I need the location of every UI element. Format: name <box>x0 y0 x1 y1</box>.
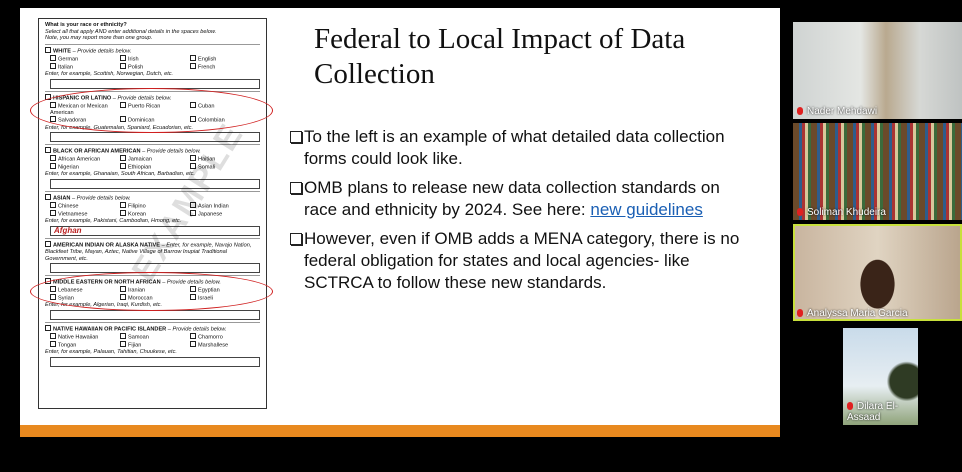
slide-title: Federal to Local Impact of Data Collecti… <box>314 22 694 92</box>
entry-box[interactable] <box>50 357 260 367</box>
form-image: What is your race or ethnicity? Select a… <box>38 18 267 409</box>
entry-box[interactable] <box>50 310 260 320</box>
checkbox-option[interactable]: Vietnamese <box>50 210 120 218</box>
section-header: NATIVE HAWAIIAN OR PACIFIC ISLANDER – Pr… <box>45 325 260 333</box>
video-tile[interactable]: Soliman Khudeira <box>793 123 962 220</box>
bullet-text: However, even if OMB adds a MENA categor… <box>304 229 739 292</box>
checkbox-option[interactable]: Jamaican <box>120 155 190 163</box>
checkbox-option[interactable]: German <box>50 55 120 63</box>
checkbox-option[interactable]: Nigerian <box>50 163 120 171</box>
bullet: OMB plans to release new data collection… <box>290 177 750 221</box>
video-tile[interactable]: Analyssa Maria Garcia <box>793 224 962 321</box>
checkbox-option[interactable]: Irish <box>120 55 190 63</box>
bullet-list: To the left is an example of what detail… <box>290 126 750 301</box>
bullet: To the left is an example of what detail… <box>290 126 750 170</box>
entry-box[interactable] <box>50 179 260 189</box>
zoom-screen: What is your race or ethnicity? Select a… <box>0 0 962 472</box>
section-header: WHITE – Provide details below. <box>45 47 260 55</box>
checkbox-option[interactable]: Samoan <box>120 333 190 341</box>
checkbox-option[interactable]: Tongan <box>50 341 120 349</box>
form-instructions: Select all that apply AND enter addition… <box>45 29 260 36</box>
section-prompt: – Provide details below. <box>73 48 132 54</box>
section-heading: BLACK OR AFRICAN AMERICAN <box>53 149 141 155</box>
participant-name: Nader Mehdawi <box>797 106 877 117</box>
example-text: Enter, for example, Scottish, Norwegian,… <box>45 71 260 78</box>
bullet-text: To the left is an example of what detail… <box>304 127 725 168</box>
participant-name: Analyssa Maria Garcia <box>797 308 908 319</box>
example-text: Enter, for example, Palauan, Tahitian, C… <box>45 349 260 356</box>
checkbox-option[interactable]: African American <box>50 155 120 163</box>
checkbox-option[interactable]: Chinese <box>50 202 120 210</box>
section-heading: WHITE <box>53 48 71 54</box>
checkbox-option[interactable]: Ethiopian <box>120 163 190 171</box>
checkbox-option[interactable]: Chamorro <box>190 333 260 341</box>
slide: What is your race or ethnicity? Select a… <box>20 8 780 425</box>
highlight-ellipse <box>30 272 273 311</box>
form-section: NATIVE HAWAIIAN OR PACIFIC ISLANDER – Pr… <box>45 322 260 367</box>
section-heading: NATIVE HAWAIIAN OR PACIFIC ISLANDER <box>53 327 166 333</box>
highlight-ellipse <box>30 88 273 133</box>
checkbox-option[interactable]: French <box>190 63 260 71</box>
checkbox-option[interactable]: English <box>190 55 260 63</box>
section-prompt: – Provide details below. <box>142 149 201 155</box>
video-tile[interactable]: Dilara El-Assaad <box>843 328 918 425</box>
video-tile[interactable]: Nader Mehdawi <box>793 22 962 119</box>
form-note: Note, you may report more than one group… <box>45 35 260 42</box>
section-prompt: – Provide details below. <box>72 196 131 202</box>
slide-footer-bar <box>20 425 780 437</box>
bullet: However, even if OMB adds a MENA categor… <box>290 228 750 294</box>
form-question: What is your race or ethnicity? <box>45 22 260 29</box>
section-header: ASIAN – Provide details below. <box>45 194 260 202</box>
checkbox-option[interactable]: Polish <box>120 63 190 71</box>
checkbox-option[interactable]: Italian <box>50 63 120 71</box>
section-heading: ASIAN <box>53 196 70 202</box>
checkbox-option[interactable]: Native Hawaiian <box>50 333 120 341</box>
section-prompt: – Provide details below. <box>168 327 227 333</box>
checkbox-option[interactable]: Fijian <box>120 341 190 349</box>
checkbox-option[interactable]: Marshallese <box>190 341 260 349</box>
link[interactable]: new guidelines <box>590 200 702 219</box>
participant-name: Soliman Khudeira <box>797 207 886 218</box>
participant-name: Dilara El-Assaad <box>847 401 918 423</box>
